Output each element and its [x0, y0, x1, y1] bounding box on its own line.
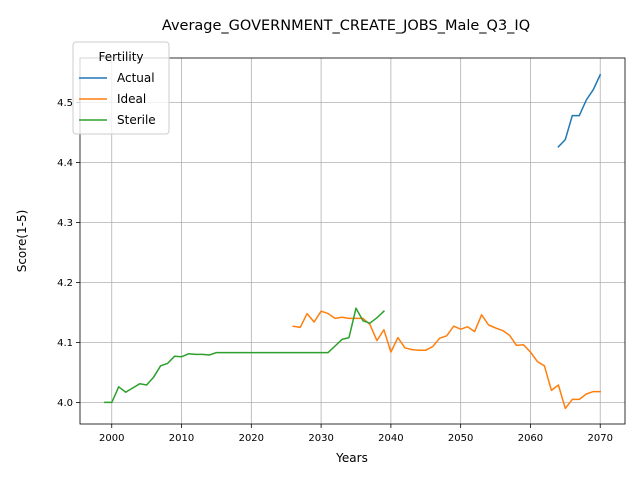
- x-tick-label: 2070: [588, 433, 613, 444]
- x-axis-label: Years: [335, 451, 368, 465]
- x-tick-label: 2020: [239, 433, 264, 444]
- y-tick-label: 4.4: [57, 158, 73, 169]
- series-lines: [104, 73, 602, 410]
- series-line-ideal: [292, 310, 601, 410]
- axis-ticks: 2000 2010 2020 2030 2040 2050 2060 2070 4.0 4.1 4.…: [57, 98, 613, 444]
- y-tick-label: 4.0: [57, 398, 73, 409]
- legend-box: [72, 41, 170, 135]
- legend-label-sterile: Sterile: [117, 113, 156, 127]
- x-tick-label: 2030: [308, 433, 333, 444]
- x-tick-label: 2000: [99, 433, 124, 444]
- x-tick-label: 2010: [169, 433, 194, 444]
- y-tick-label: 4.3: [57, 218, 73, 229]
- plot-frame: [79, 57, 626, 425]
- y-tick-label: 4.1: [57, 338, 73, 349]
- legend: Fertility Actual Ideal Sterile: [72, 41, 170, 135]
- x-tick-label: 2060: [518, 433, 543, 444]
- y-axis-label: Score(1-5): [15, 210, 29, 273]
- series-line-sterile: [104, 307, 385, 404]
- legend-label-actual: Actual: [117, 71, 155, 85]
- grid-lines: [80, 58, 625, 424]
- legend-title: Fertility: [98, 50, 143, 64]
- y-tick-label: 4.5: [57, 98, 73, 109]
- x-tick-label: 2050: [448, 433, 473, 444]
- legend-label-ideal: Ideal: [117, 92, 146, 106]
- series-line-actual: [557, 73, 602, 148]
- x-tick-label: 2040: [378, 433, 403, 444]
- chart-title: Average_GOVERNMENT_CREATE_JOBS_Male_Q3_I…: [162, 18, 530, 34]
- y-tick-label: 4.2: [57, 278, 73, 289]
